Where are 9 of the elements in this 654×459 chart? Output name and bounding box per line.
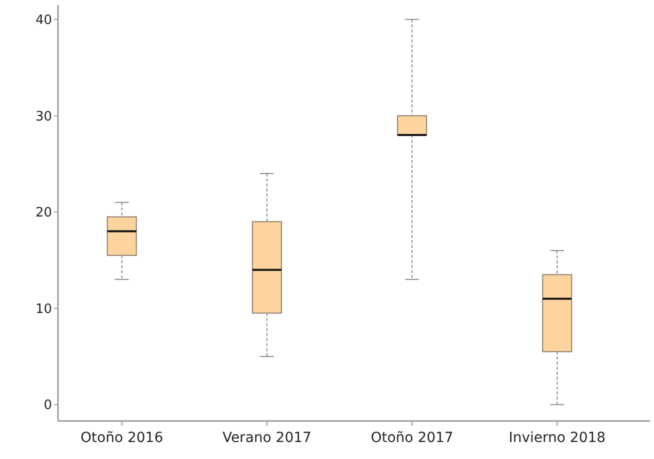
y-tick-label: 30: [35, 109, 52, 124]
x-tick-label: Invierno 2018: [508, 430, 606, 446]
y-tick-label: 10: [35, 302, 52, 317]
y-tick-label: 40: [35, 12, 52, 28]
x-tick-label: Verano 2017: [222, 430, 312, 446]
x-tick-label: Otoño 2017: [370, 430, 454, 446]
y-tick-label: 20: [35, 206, 52, 221]
x-tick-label: Otoño 2016: [80, 430, 164, 446]
y-tick-label: 0: [44, 398, 52, 414]
